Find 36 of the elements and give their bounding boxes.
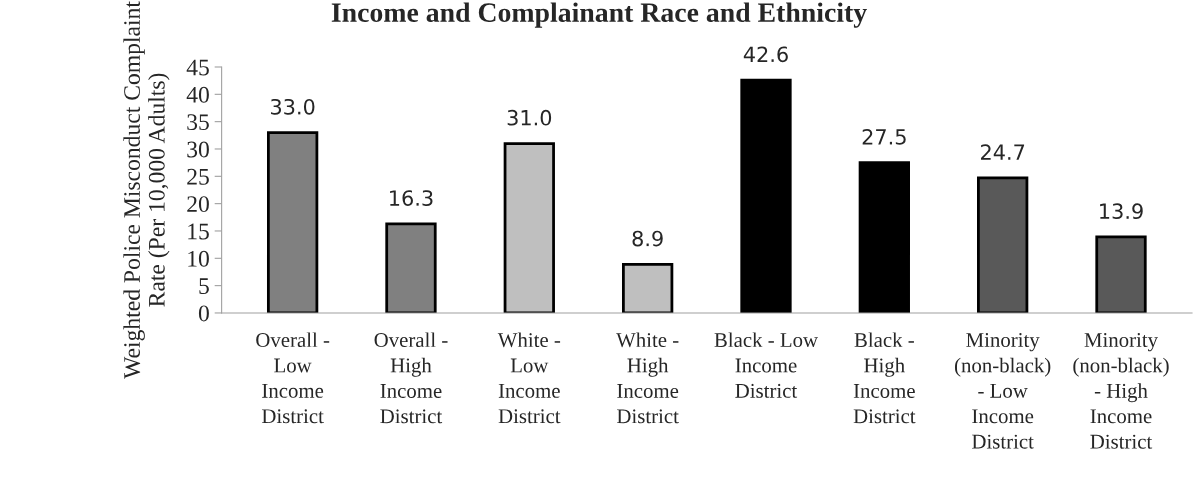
y-tick-label: 35 <box>187 114 209 131</box>
x-tick-label: White - High Income District <box>616 332 679 424</box>
bar <box>740 78 792 313</box>
y-tick-label: 5 <box>199 278 209 295</box>
data-label: 13.9 <box>1100 203 1143 220</box>
x-tick-label: Black - Low Income District <box>714 332 818 398</box>
bar <box>977 176 1029 313</box>
data-label: 42.6 <box>743 46 788 63</box>
y-tick-label: 0 <box>198 305 209 322</box>
bar <box>266 131 319 313</box>
x-tick-label: Overall - Low Income District <box>256 332 330 424</box>
x-tick-label: White - Low Income District <box>497 332 561 424</box>
y-tick-label: 25 <box>187 168 209 185</box>
data-label: 8.9 <box>632 230 663 247</box>
bar <box>622 262 674 313</box>
bar <box>503 142 555 313</box>
x-tick-label: Minority (non-black) - High Income District <box>1073 333 1169 449</box>
y-axis-title: Weighted Police Misconduct Complaint Rate (Per 10,000 Adults) <box>123 1 170 379</box>
bar <box>1095 235 1147 313</box>
data-label: 27.5 <box>862 128 906 145</box>
y-tick-label: 40 <box>186 86 209 103</box>
x-tick-label: Overall - High Income District <box>374 332 448 424</box>
y-tick-label: 45 <box>186 59 209 76</box>
bar <box>385 222 437 313</box>
x-tick-label: Minority (non-black) - Low Income District <box>954 333 1051 449</box>
x-tick-label: Black - High Income District <box>853 332 916 424</box>
y-tick-label: 15 <box>188 223 209 240</box>
data-label: 31.0 <box>507 109 552 126</box>
data-label: 16.3 <box>390 190 433 206</box>
y-tick-label: 20 <box>187 196 209 213</box>
chart-title: Income and Complainant Race and Ethnicity <box>331 2 867 28</box>
data-label: 33.0 <box>271 98 315 115</box>
y-tick-label: 10 <box>188 250 209 267</box>
bar <box>858 161 910 313</box>
data-label: 24.7 <box>981 144 1025 160</box>
y-tick-label: 30 <box>187 141 209 158</box>
